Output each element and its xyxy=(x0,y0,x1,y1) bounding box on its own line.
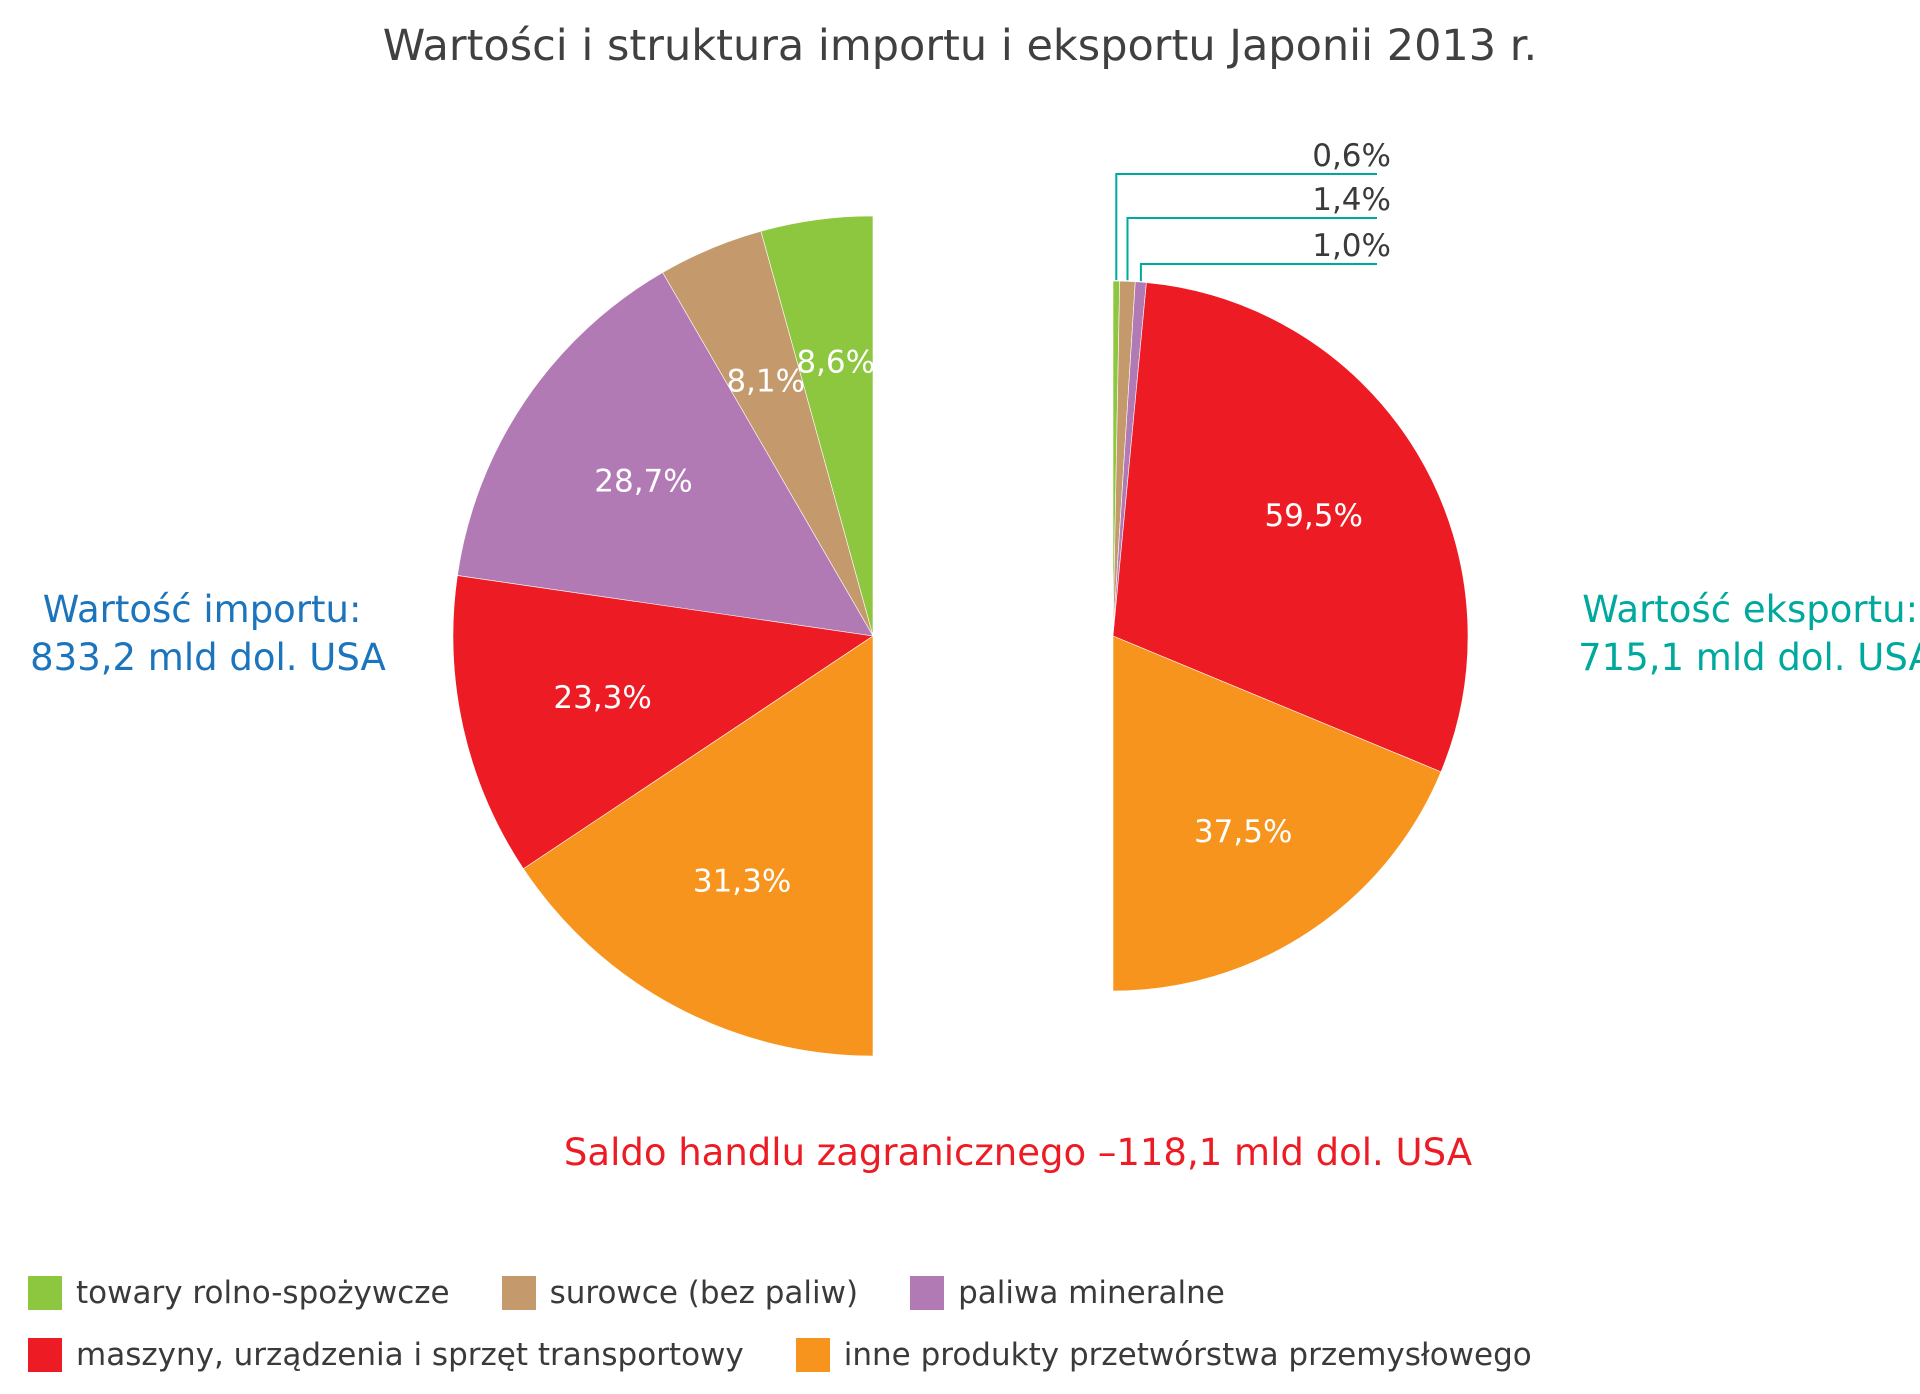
legend-item-food: towary rolno-spożywcze xyxy=(28,1275,450,1311)
export-value-amount: 715,1 mld dol. USA xyxy=(1578,636,1920,679)
legend-item-raw-materials: surowce (bez paliw) xyxy=(501,1275,859,1311)
import-value-label-raw-materials: 8,1% xyxy=(726,363,805,399)
import-slice-other-products xyxy=(523,635,874,1057)
export-callout-line-fuels xyxy=(1139,263,1377,282)
legend-swatch-other-products xyxy=(795,1338,830,1372)
import-value-heading: Wartość importu: xyxy=(43,588,362,631)
legend-swatch-raw-materials xyxy=(501,1276,536,1310)
export-pie: 59,5% 37,5% xyxy=(1112,280,1469,992)
legend-item-fuels: paliwa mineralne xyxy=(910,1275,1225,1311)
export-value-label: Wartość eksportu: 715,1 mld dol. USA xyxy=(1578,588,1920,679)
trade-balance-label: Saldo handlu zagranicznego –118,1 mld do… xyxy=(564,1131,1472,1174)
import-value-label-machinery: 23,3% xyxy=(553,680,651,716)
export-value-label-fuels: 1,0% xyxy=(1312,228,1391,264)
legend-row: towary rolno-spożywcze surowce (bez pali… xyxy=(28,1262,1728,1324)
legend-label-raw-materials: surowce (bez paliw) xyxy=(549,1275,859,1311)
import-value-label-fuels: 28,7% xyxy=(594,464,692,500)
import-slice-fuels xyxy=(457,272,874,637)
export-value-label-machinery: 59,5% xyxy=(1264,498,1362,534)
legend-swatch-food xyxy=(28,1276,62,1310)
import-value-amount: 833,2 mld dol. USA xyxy=(30,636,386,679)
import-pie: 8,6%8,1% 28,7% 23,3% 31,3% xyxy=(452,215,875,1057)
export-slice-other-products xyxy=(1112,635,1442,992)
import-value-label-other-products: 31,3% xyxy=(693,863,791,899)
export-value-label-food: 0,6% xyxy=(1312,138,1391,174)
chart-title: Wartości i struktura importu i eksportu … xyxy=(383,21,1537,71)
legend-label-food: towary rolno-spożywcze xyxy=(76,1275,450,1311)
import-slice-machinery xyxy=(452,575,874,870)
export-callouts: 0,6% 1,4% 1,0% xyxy=(1115,138,1391,282)
export-value-label-raw-materials: 1,4% xyxy=(1312,182,1391,218)
export-value-heading: Wartość eksportu: xyxy=(1582,588,1918,631)
legend-swatch-fuels xyxy=(910,1276,945,1310)
import-value-label: Wartość importu: 833,2 mld dol. USA xyxy=(30,588,386,679)
legend: towary rolno-spożywcze surowce (bez pali… xyxy=(28,1262,1728,1386)
export-callout-line-food xyxy=(1115,173,1377,280)
legend-item-machinery: maszyny, urządzenia i sprzęt transportow… xyxy=(28,1337,744,1373)
export-value-label-other-products: 37,5% xyxy=(1194,814,1292,850)
legend-item-other-products: inne produkty przetwórstwa przemysłowego xyxy=(795,1337,1532,1373)
legend-swatch-machinery xyxy=(28,1338,62,1372)
legend-row: maszyny, urządzenia i sprzęt transportow… xyxy=(28,1324,1728,1386)
legend-label-fuels: paliwa mineralne xyxy=(958,1275,1225,1311)
import-value-label-food: 8,6% xyxy=(796,344,875,380)
export-callout-line-raw-materials xyxy=(1126,217,1377,281)
legend-label-machinery: maszyny, urządzenia i sprzęt transportow… xyxy=(76,1337,744,1373)
export-slice-machinery xyxy=(1112,282,1469,773)
legend-label-other-products: inne produkty przetwórstwa przemysłowego xyxy=(843,1337,1532,1373)
